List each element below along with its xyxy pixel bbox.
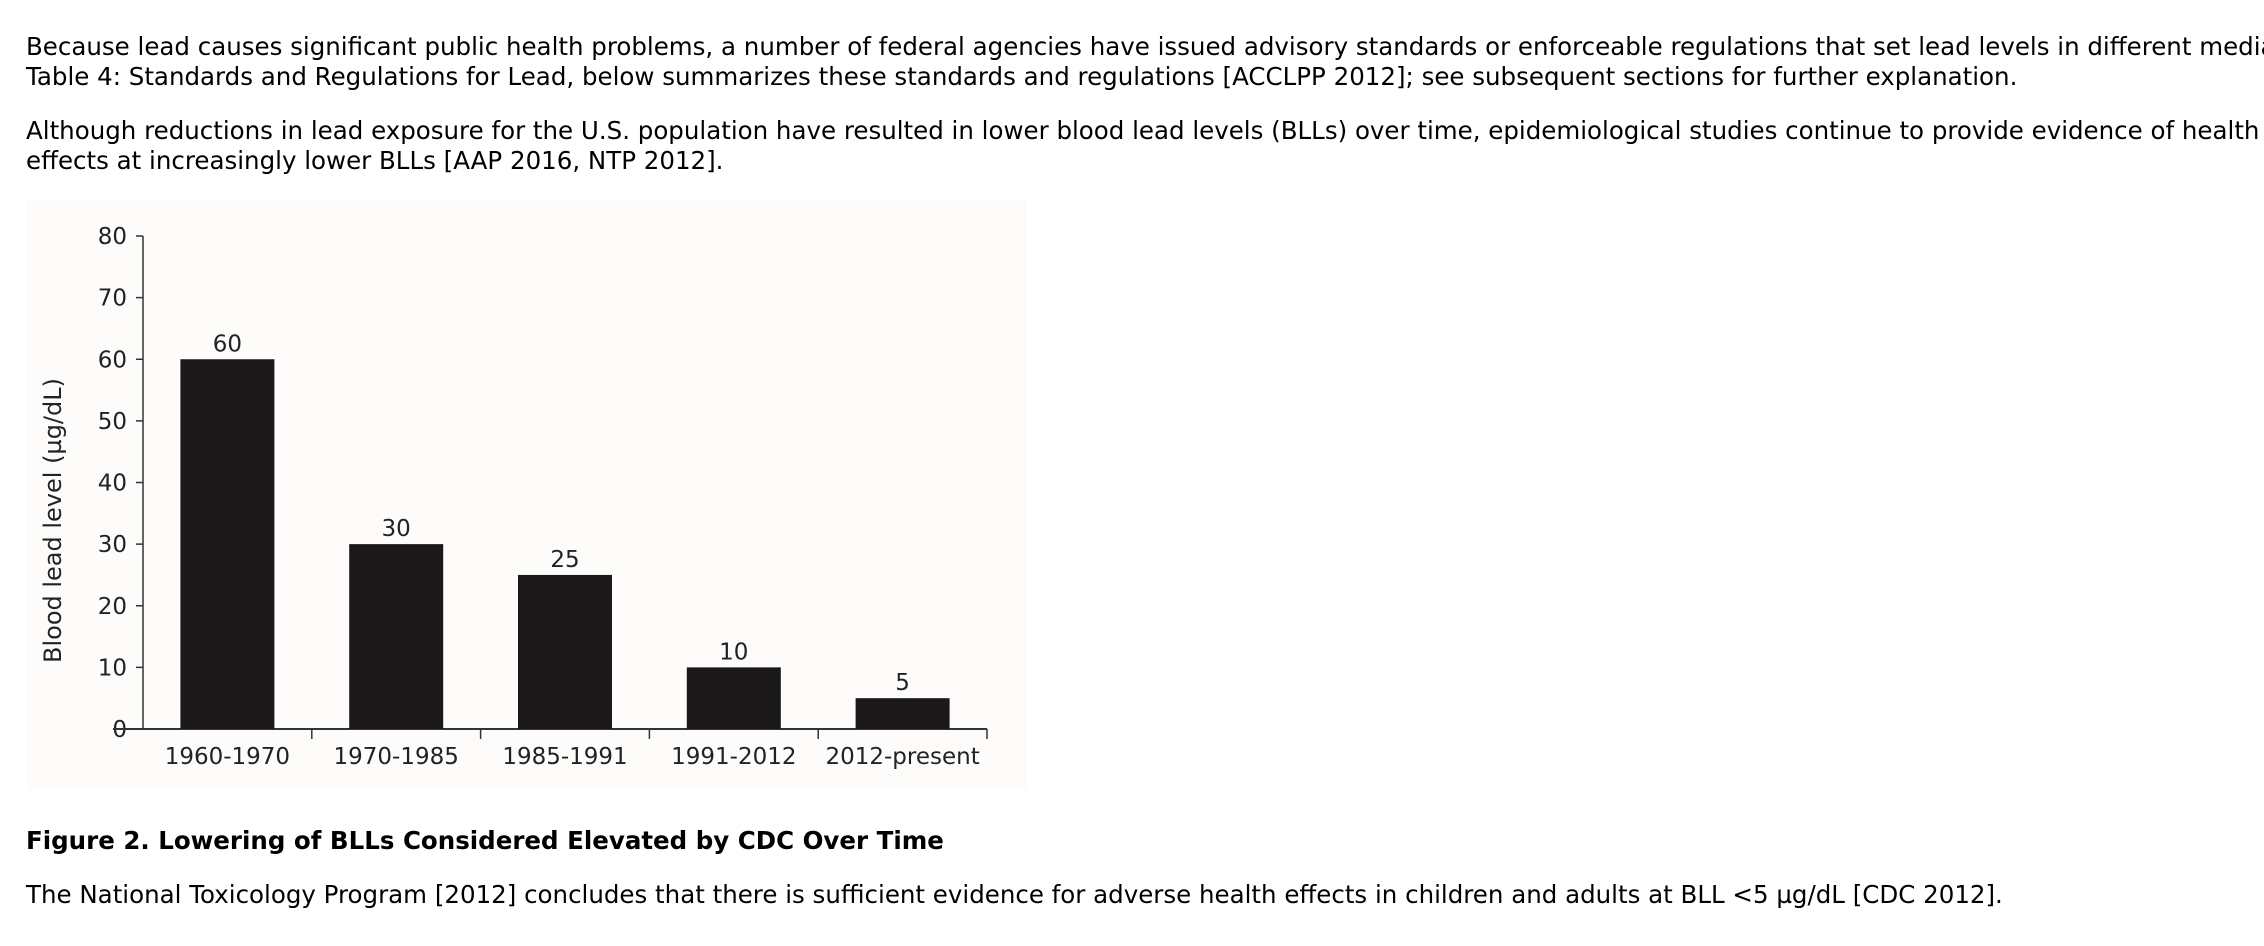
x-category-label: 1991-2012 (671, 744, 796, 770)
bar (349, 544, 444, 729)
bll-paragraph-line-2: effects at increasingly lower BLLs [AAP … (26, 146, 724, 175)
y-axis-title: Blood lead level (µg/dL) (39, 378, 67, 663)
figure-caption: Figure 2. Lowering of BLLs Considered El… (26, 826, 944, 855)
y-tick-label: 70 (98, 286, 127, 312)
y-tick-label: 30 (98, 532, 127, 558)
bar (855, 698, 950, 729)
bar-data-label: 60 (213, 331, 242, 357)
bar-data-label: 30 (382, 516, 411, 542)
bar (686, 667, 781, 729)
bar-data-label: 5 (895, 670, 910, 696)
x-category-label: 2012-present (825, 744, 979, 770)
y-tick-label: 10 (98, 655, 127, 681)
bars: 60 30 25 10 5 (180, 331, 950, 729)
intro-paragraph: Because lead causes significant public h… (26, 32, 2264, 92)
intro-paragraph-line-1: Because lead causes significant public h… (26, 32, 2264, 61)
x-axis: 1960-1970 1970-1985 1985-1991 1991-2012 2012… (113, 728, 988, 770)
bll-bar-chart: 01020304050607080 1960-19701970-19851985… (26, 200, 1026, 790)
x-category-label: 1985-1991 (502, 744, 627, 770)
bll-bar-chart-svg: 01020304050607080 1960-19701970-19851985… (39, 224, 988, 770)
y-tick-label: 20 (98, 594, 127, 620)
bar-data-label: 25 (550, 547, 579, 573)
bar-data-label: 10 (719, 639, 748, 665)
y-tick-label: 60 (98, 347, 127, 373)
bll-paragraph-line-1: Although reductions in lead exposure for… (26, 116, 2260, 145)
y-tick-label: 40 (98, 471, 127, 497)
ntp-paragraph: The National Toxicology Program [2012] c… (26, 880, 2246, 910)
bll-paragraph: Although reductions in lead exposure for… (26, 116, 2260, 176)
ntp-paragraph-line-1: The National Toxicology Program [2012] c… (26, 880, 2003, 909)
intro-paragraph-line-2: Table 4: Standards and Regulations for L… (26, 62, 2018, 91)
bar (518, 574, 612, 729)
bar (180, 359, 275, 729)
x-category-label: 1970-1985 (334, 744, 459, 770)
y-tick-label: 80 (98, 224, 127, 250)
y-tick-label: 50 (98, 409, 127, 435)
y-axis: 01020304050607080 (98, 224, 144, 743)
x-category-label: 1960-1970 (165, 744, 290, 770)
